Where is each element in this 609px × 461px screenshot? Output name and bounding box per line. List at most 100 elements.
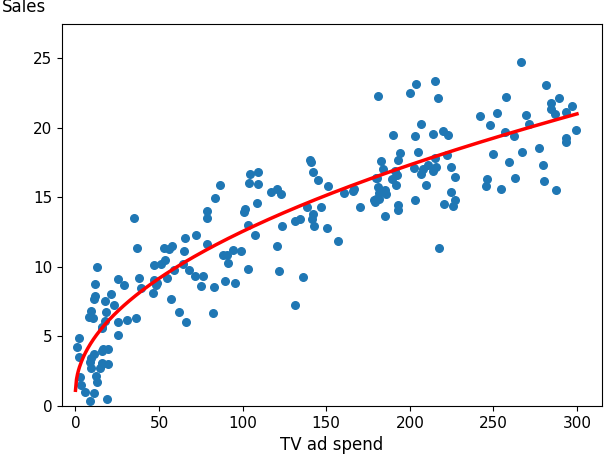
Point (423, 161, 433, 168)
Point (100, 297, 110, 305)
Point (74, 353, 84, 361)
Point (97, 323, 107, 331)
Point (349, 186, 359, 193)
Point (76, 381, 86, 389)
Point (413, 148, 423, 156)
Point (517, 148, 527, 156)
Point (411, 81, 421, 88)
Point (541, 82, 551, 89)
Point (313, 177, 323, 184)
Point (380, 212, 390, 219)
Point (392, 171, 402, 178)
Point (276, 222, 286, 230)
Point (392, 182, 401, 189)
Point (554, 94, 564, 101)
Point (322, 224, 332, 231)
Point (443, 131, 453, 139)
Point (418, 165, 428, 172)
Point (505, 158, 515, 165)
Point (93, 378, 102, 385)
Point (428, 130, 438, 137)
Point (223, 259, 233, 266)
Point (438, 127, 448, 134)
Point (416, 170, 426, 177)
Point (323, 183, 333, 190)
Point (104, 345, 113, 353)
Point (371, 174, 381, 181)
Point (410, 132, 420, 140)
Point (561, 138, 571, 146)
Point (434, 244, 443, 251)
Point (273, 243, 283, 250)
Point (219, 252, 228, 259)
Point (387, 176, 397, 183)
Point (181, 319, 191, 326)
Point (253, 169, 262, 176)
Point (566, 102, 576, 109)
Point (106, 290, 116, 297)
Point (216, 181, 225, 189)
Point (86, 307, 96, 314)
Point (439, 201, 449, 208)
Point (100, 317, 110, 325)
Point (198, 273, 208, 280)
Point (243, 222, 253, 229)
Point (572, 126, 582, 134)
Point (132, 244, 142, 252)
Point (97, 324, 107, 331)
Point (381, 186, 390, 194)
Point (431, 163, 441, 171)
Point (122, 316, 132, 323)
Point (89, 389, 99, 396)
Point (510, 132, 519, 139)
Point (393, 206, 403, 213)
Point (97, 348, 107, 355)
Point (372, 175, 382, 182)
Point (196, 283, 206, 290)
Point (488, 151, 498, 158)
Point (149, 276, 159, 284)
Point (211, 194, 220, 201)
Point (303, 203, 312, 210)
Point (390, 167, 400, 175)
Point (552, 187, 561, 194)
Point (266, 188, 275, 195)
Point (485, 122, 495, 129)
Point (209, 284, 219, 291)
Point (369, 196, 379, 203)
Point (253, 180, 263, 188)
Point (501, 93, 511, 100)
Point (374, 183, 384, 190)
Point (476, 112, 485, 120)
Point (89, 350, 99, 357)
Point (539, 178, 549, 185)
Point (290, 301, 300, 308)
Point (550, 110, 560, 117)
Point (84, 313, 94, 321)
Point (149, 261, 159, 269)
Point (442, 151, 452, 159)
Point (245, 171, 255, 178)
Point (410, 196, 420, 204)
Point (203, 207, 213, 215)
Point (152, 280, 161, 287)
Point (546, 106, 556, 113)
Point (160, 244, 169, 251)
Point (236, 247, 246, 254)
Point (178, 260, 188, 267)
Point (190, 273, 200, 280)
Point (446, 163, 456, 171)
Point (272, 185, 282, 192)
Point (113, 331, 123, 339)
Point (446, 188, 456, 195)
Point (450, 196, 460, 203)
Point (91, 372, 101, 379)
Point (309, 168, 319, 176)
Point (431, 154, 440, 161)
Point (113, 275, 122, 282)
Point (482, 176, 491, 183)
Point (223, 251, 233, 259)
Point (86, 365, 96, 372)
Point (524, 121, 533, 128)
Point (376, 158, 386, 165)
